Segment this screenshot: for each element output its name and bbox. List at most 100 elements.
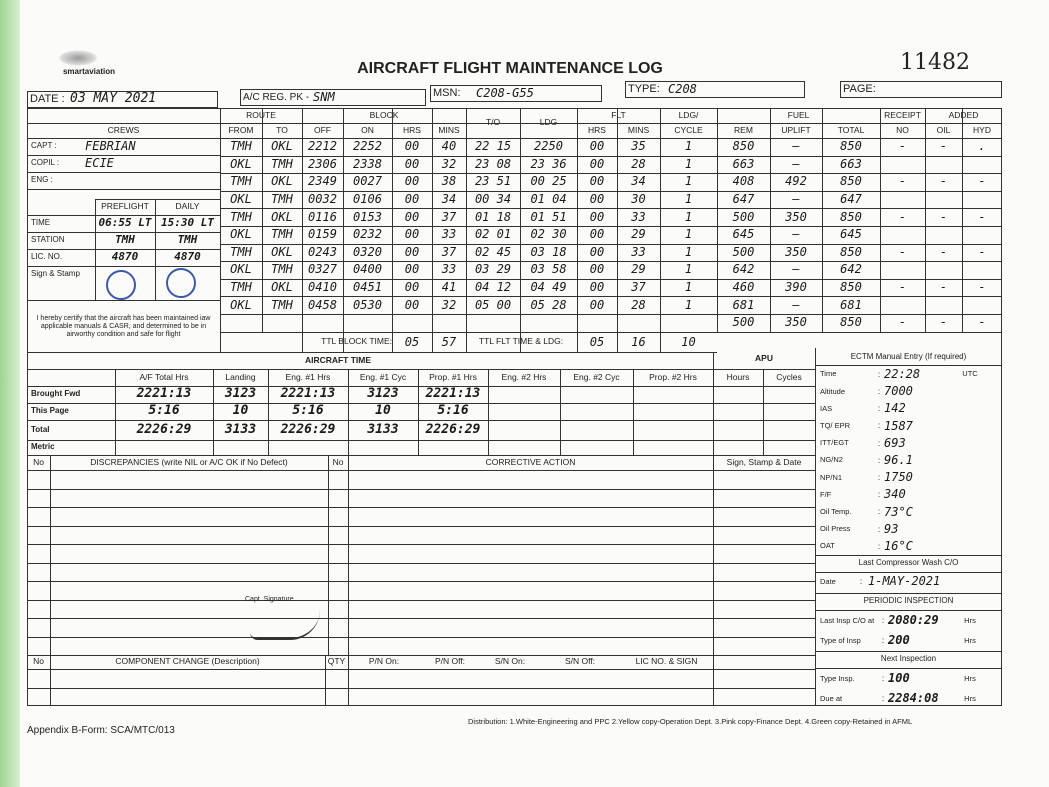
rule xyxy=(418,369,419,455)
separator: : xyxy=(877,403,881,414)
header: Sign, Stamp & Date xyxy=(726,457,802,468)
rule xyxy=(220,155,1002,157)
crew-label: TIME xyxy=(31,218,51,228)
fuel-cell: 663 xyxy=(732,156,755,171)
flight-cell: 01 04 xyxy=(530,192,567,206)
fuel-cell: - xyxy=(939,209,948,224)
fuel-cell: 500 xyxy=(732,209,755,224)
flight-cell: 0530 xyxy=(353,297,382,312)
flight-cell: 2349 xyxy=(308,174,337,189)
row-label: Brought Fwd xyxy=(31,389,81,399)
rule xyxy=(822,108,823,332)
rule xyxy=(27,232,220,233)
header: LDG xyxy=(539,117,558,128)
time-value: 5:16 xyxy=(292,403,324,419)
flight-cell: 29 xyxy=(631,262,646,277)
fuel-cell: - xyxy=(939,139,948,154)
flight-cell: 2250 xyxy=(534,139,563,154)
unit: Hrs xyxy=(964,615,976,625)
rule xyxy=(220,243,1002,245)
rule xyxy=(27,155,220,156)
flight-cell: 40 xyxy=(441,139,457,154)
ectm-value: 1-MAY-2021 xyxy=(868,574,941,589)
header: COMPONENT CHANGE (Description) xyxy=(115,656,260,667)
time-value: 2221:13 xyxy=(280,386,336,402)
flight-cell: 0410 xyxy=(308,280,337,294)
fuel-cell: — xyxy=(792,227,800,242)
flight-cell: 28 xyxy=(631,156,646,171)
date: 03 MAY 2021 xyxy=(70,91,157,107)
flight-cell: 04 49 xyxy=(530,280,567,294)
title: AIRCRAFT FLIGHT MAINTENANCE LOG xyxy=(357,60,663,78)
flight-cell: 0243 xyxy=(308,244,337,259)
rule xyxy=(220,173,1002,175)
header: OFF xyxy=(314,124,331,135)
footer-form: Appendix B-Form: SCA/MTC/013 xyxy=(27,724,175,736)
flight-cell: 00 xyxy=(589,156,605,171)
time-value: 5:16 xyxy=(148,403,180,419)
rule xyxy=(220,208,1002,210)
ectm-label: F/F xyxy=(820,489,832,499)
header: BLOCK xyxy=(369,109,399,120)
rule xyxy=(815,555,1002,556)
rule xyxy=(302,108,303,352)
row-label: Total xyxy=(31,424,50,434)
ectm-value: 2284:08 xyxy=(888,691,939,706)
crew-name: FEBRIAN xyxy=(85,138,136,153)
rule xyxy=(815,610,1002,611)
flight-cell: 0451 xyxy=(353,280,382,294)
flight-cell: 35 xyxy=(631,139,646,154)
total-value: 05 xyxy=(404,334,420,349)
flight-cell: 23 51 xyxy=(474,174,512,189)
separator: : xyxy=(877,368,881,379)
ectm-value: 73°C xyxy=(884,504,913,519)
flight-cell: 0116 xyxy=(308,209,337,224)
fuel-cell: 460 xyxy=(732,280,755,294)
time-value: 2221:13 xyxy=(136,386,192,402)
separator: : xyxy=(881,693,885,704)
fuel-cell: 850 xyxy=(732,139,755,154)
fuel-cell: - xyxy=(978,315,986,330)
ectm-label: Last Insp C/O at xyxy=(820,615,875,625)
stamp xyxy=(106,270,136,300)
flight-cell: 05 00 xyxy=(474,297,512,312)
rule xyxy=(815,668,1002,669)
fuel-cell: 500 xyxy=(732,244,755,259)
rule xyxy=(95,199,96,300)
fuel-cell: 408 xyxy=(732,174,755,189)
flight-cell: TMH xyxy=(271,192,293,206)
total-label: TTL FLT TIME & LDG: xyxy=(478,336,564,347)
flight-cell: 1 xyxy=(684,192,693,206)
flight-cell: 1 xyxy=(684,227,693,242)
flight-cell: 0032 xyxy=(308,192,337,206)
ectm-label: Oil Temp. xyxy=(820,506,852,516)
flight-cell: 00 xyxy=(589,297,605,312)
ectm-label: Time xyxy=(820,369,837,379)
row-label: Metric xyxy=(31,442,55,452)
rule xyxy=(27,138,1002,139)
rule xyxy=(633,369,634,455)
rule xyxy=(220,190,1002,192)
header: T/O xyxy=(485,117,501,128)
header: Eng. #2 Hrs xyxy=(501,372,547,383)
flight-cell: 00 xyxy=(589,139,605,154)
ectm-value: 100 xyxy=(888,671,910,686)
crew-label: ENG : xyxy=(31,175,53,185)
rule xyxy=(763,369,764,455)
flight-cell: 34 xyxy=(441,192,457,206)
rule xyxy=(27,544,815,545)
rule xyxy=(220,296,1002,298)
flight-cell: 2306 xyxy=(308,156,337,171)
rule xyxy=(27,636,815,638)
flight-cell: 01 18 xyxy=(474,209,512,224)
rule xyxy=(27,420,815,421)
ectm-value: 96.1 xyxy=(884,452,913,467)
flight-cell: 03 18 xyxy=(530,244,567,259)
header: S/N Off: xyxy=(564,656,596,667)
crew-label: CAPT : xyxy=(31,141,57,151)
separator: : xyxy=(877,472,881,483)
page-edge xyxy=(0,0,20,787)
rule xyxy=(815,651,1002,652)
rule xyxy=(617,108,618,352)
rule xyxy=(27,618,815,619)
